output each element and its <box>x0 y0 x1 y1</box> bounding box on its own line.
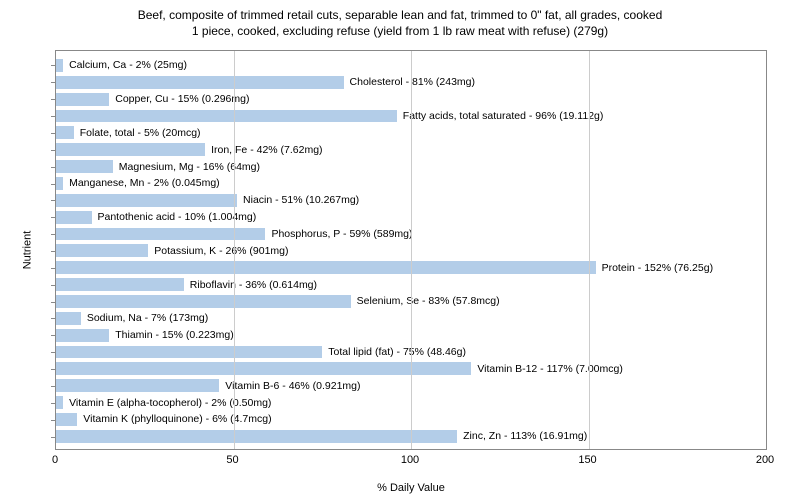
bar <box>56 329 109 342</box>
bar <box>56 396 63 409</box>
y-tick <box>51 167 56 168</box>
y-tick <box>51 369 56 370</box>
y-tick <box>51 318 56 319</box>
bar <box>56 160 113 173</box>
x-tick-label: 50 <box>226 454 238 466</box>
y-tick <box>51 403 56 404</box>
bar-label: Vitamin B-6 - 46% (0.921mg) <box>225 380 360 392</box>
bar-label: Magnesium, Mg - 16% (64mg) <box>119 161 260 173</box>
bar-label: Selenium, Se - 83% (57.8mcg) <box>357 295 500 307</box>
y-tick <box>51 99 56 100</box>
y-tick <box>51 386 56 387</box>
bar-label: Phosphorus, P - 59% (589mg) <box>271 228 412 240</box>
bar-label: Protein - 152% (76.25g) <box>602 262 713 274</box>
bar-label: Total lipid (fat) - 75% (48.46g) <box>328 346 466 358</box>
title-line-2: 1 piece, cooked, excluding refuse (yield… <box>192 24 608 38</box>
y-tick <box>51 268 56 269</box>
x-tick-label: 100 <box>401 454 419 466</box>
y-tick <box>51 217 56 218</box>
bar-label: Vitamin K (phylloquinone) - 6% (4.7mcg) <box>83 413 271 425</box>
bar <box>56 76 344 89</box>
y-tick <box>51 285 56 286</box>
bar <box>56 110 397 123</box>
gridline <box>234 51 235 449</box>
bar <box>56 278 184 291</box>
y-tick <box>51 65 56 66</box>
y-tick <box>51 82 56 83</box>
bar <box>56 295 351 308</box>
x-tick-label: 150 <box>578 454 596 466</box>
bar <box>56 346 322 359</box>
gridline <box>589 51 590 449</box>
x-tick-label: 0 <box>52 454 58 466</box>
bar-label: Riboflavin - 36% (0.614mg) <box>190 279 317 291</box>
bar <box>56 379 219 392</box>
y-tick <box>51 150 56 151</box>
bar-label: Copper, Cu - 15% (0.296mg) <box>115 93 249 105</box>
bar-label: Folate, total - 5% (20mcg) <box>80 127 201 139</box>
bar-label: Vitamin B-12 - 117% (7.00mcg) <box>477 363 623 375</box>
y-tick <box>51 302 56 303</box>
bar <box>56 362 471 375</box>
gridline <box>411 51 412 449</box>
bar <box>56 244 148 257</box>
bar-label: Iron, Fe - 42% (7.62mg) <box>211 144 322 156</box>
bar-label: Vitamin E (alpha-tocopherol) - 2% (0.50m… <box>69 397 271 409</box>
plot-area: Calcium, Ca - 2% (25mg) Cholesterol - 81%… <box>55 50 767 450</box>
bar <box>56 194 237 207</box>
bar <box>56 59 63 72</box>
y-tick <box>51 116 56 117</box>
bar-label: Fatty acids, total saturated - 96% (19.1… <box>403 110 604 122</box>
bar <box>56 143 205 156</box>
y-tick <box>51 200 56 201</box>
x-axis-label: % Daily Value <box>55 482 767 494</box>
bar-label: Sodium, Na - 7% (173mg) <box>87 312 208 324</box>
nutrition-chart: Beef, composite of trimmed retail cuts, … <box>0 0 800 500</box>
title-line-1: Beef, composite of trimmed retail cuts, … <box>138 8 663 22</box>
bar-label: Manganese, Mn - 2% (0.045mg) <box>69 177 220 189</box>
y-tick <box>51 352 56 353</box>
bar-label: Calcium, Ca - 2% (25mg) <box>69 59 187 71</box>
chart-title: Beef, composite of trimmed retail cuts, … <box>0 0 800 43</box>
y-tick <box>51 133 56 134</box>
bar <box>56 93 109 106</box>
bar-label: Pantothenic acid - 10% (1.004mg) <box>98 211 257 223</box>
bar <box>56 126 74 139</box>
bar-label: Thiamin - 15% (0.223mg) <box>115 329 233 341</box>
y-tick <box>51 437 56 438</box>
y-axis-label: Nutrient <box>21 231 33 270</box>
bar <box>56 312 81 325</box>
y-tick <box>51 251 56 252</box>
bar <box>56 261 596 274</box>
bar-label: Potassium, K - 26% (901mg) <box>154 245 288 257</box>
y-tick <box>51 335 56 336</box>
bar-label: Niacin - 51% (10.267mg) <box>243 194 359 206</box>
bar <box>56 413 77 426</box>
y-tick <box>51 234 56 235</box>
y-tick <box>51 184 56 185</box>
bar <box>56 211 92 224</box>
bar-label: Cholesterol - 81% (243mg) <box>350 76 475 88</box>
bar <box>56 430 457 443</box>
x-tick-label: 200 <box>756 454 774 466</box>
bar-label: Zinc, Zn - 113% (16.91mg) <box>463 430 587 442</box>
y-tick <box>51 420 56 421</box>
bar <box>56 177 63 190</box>
